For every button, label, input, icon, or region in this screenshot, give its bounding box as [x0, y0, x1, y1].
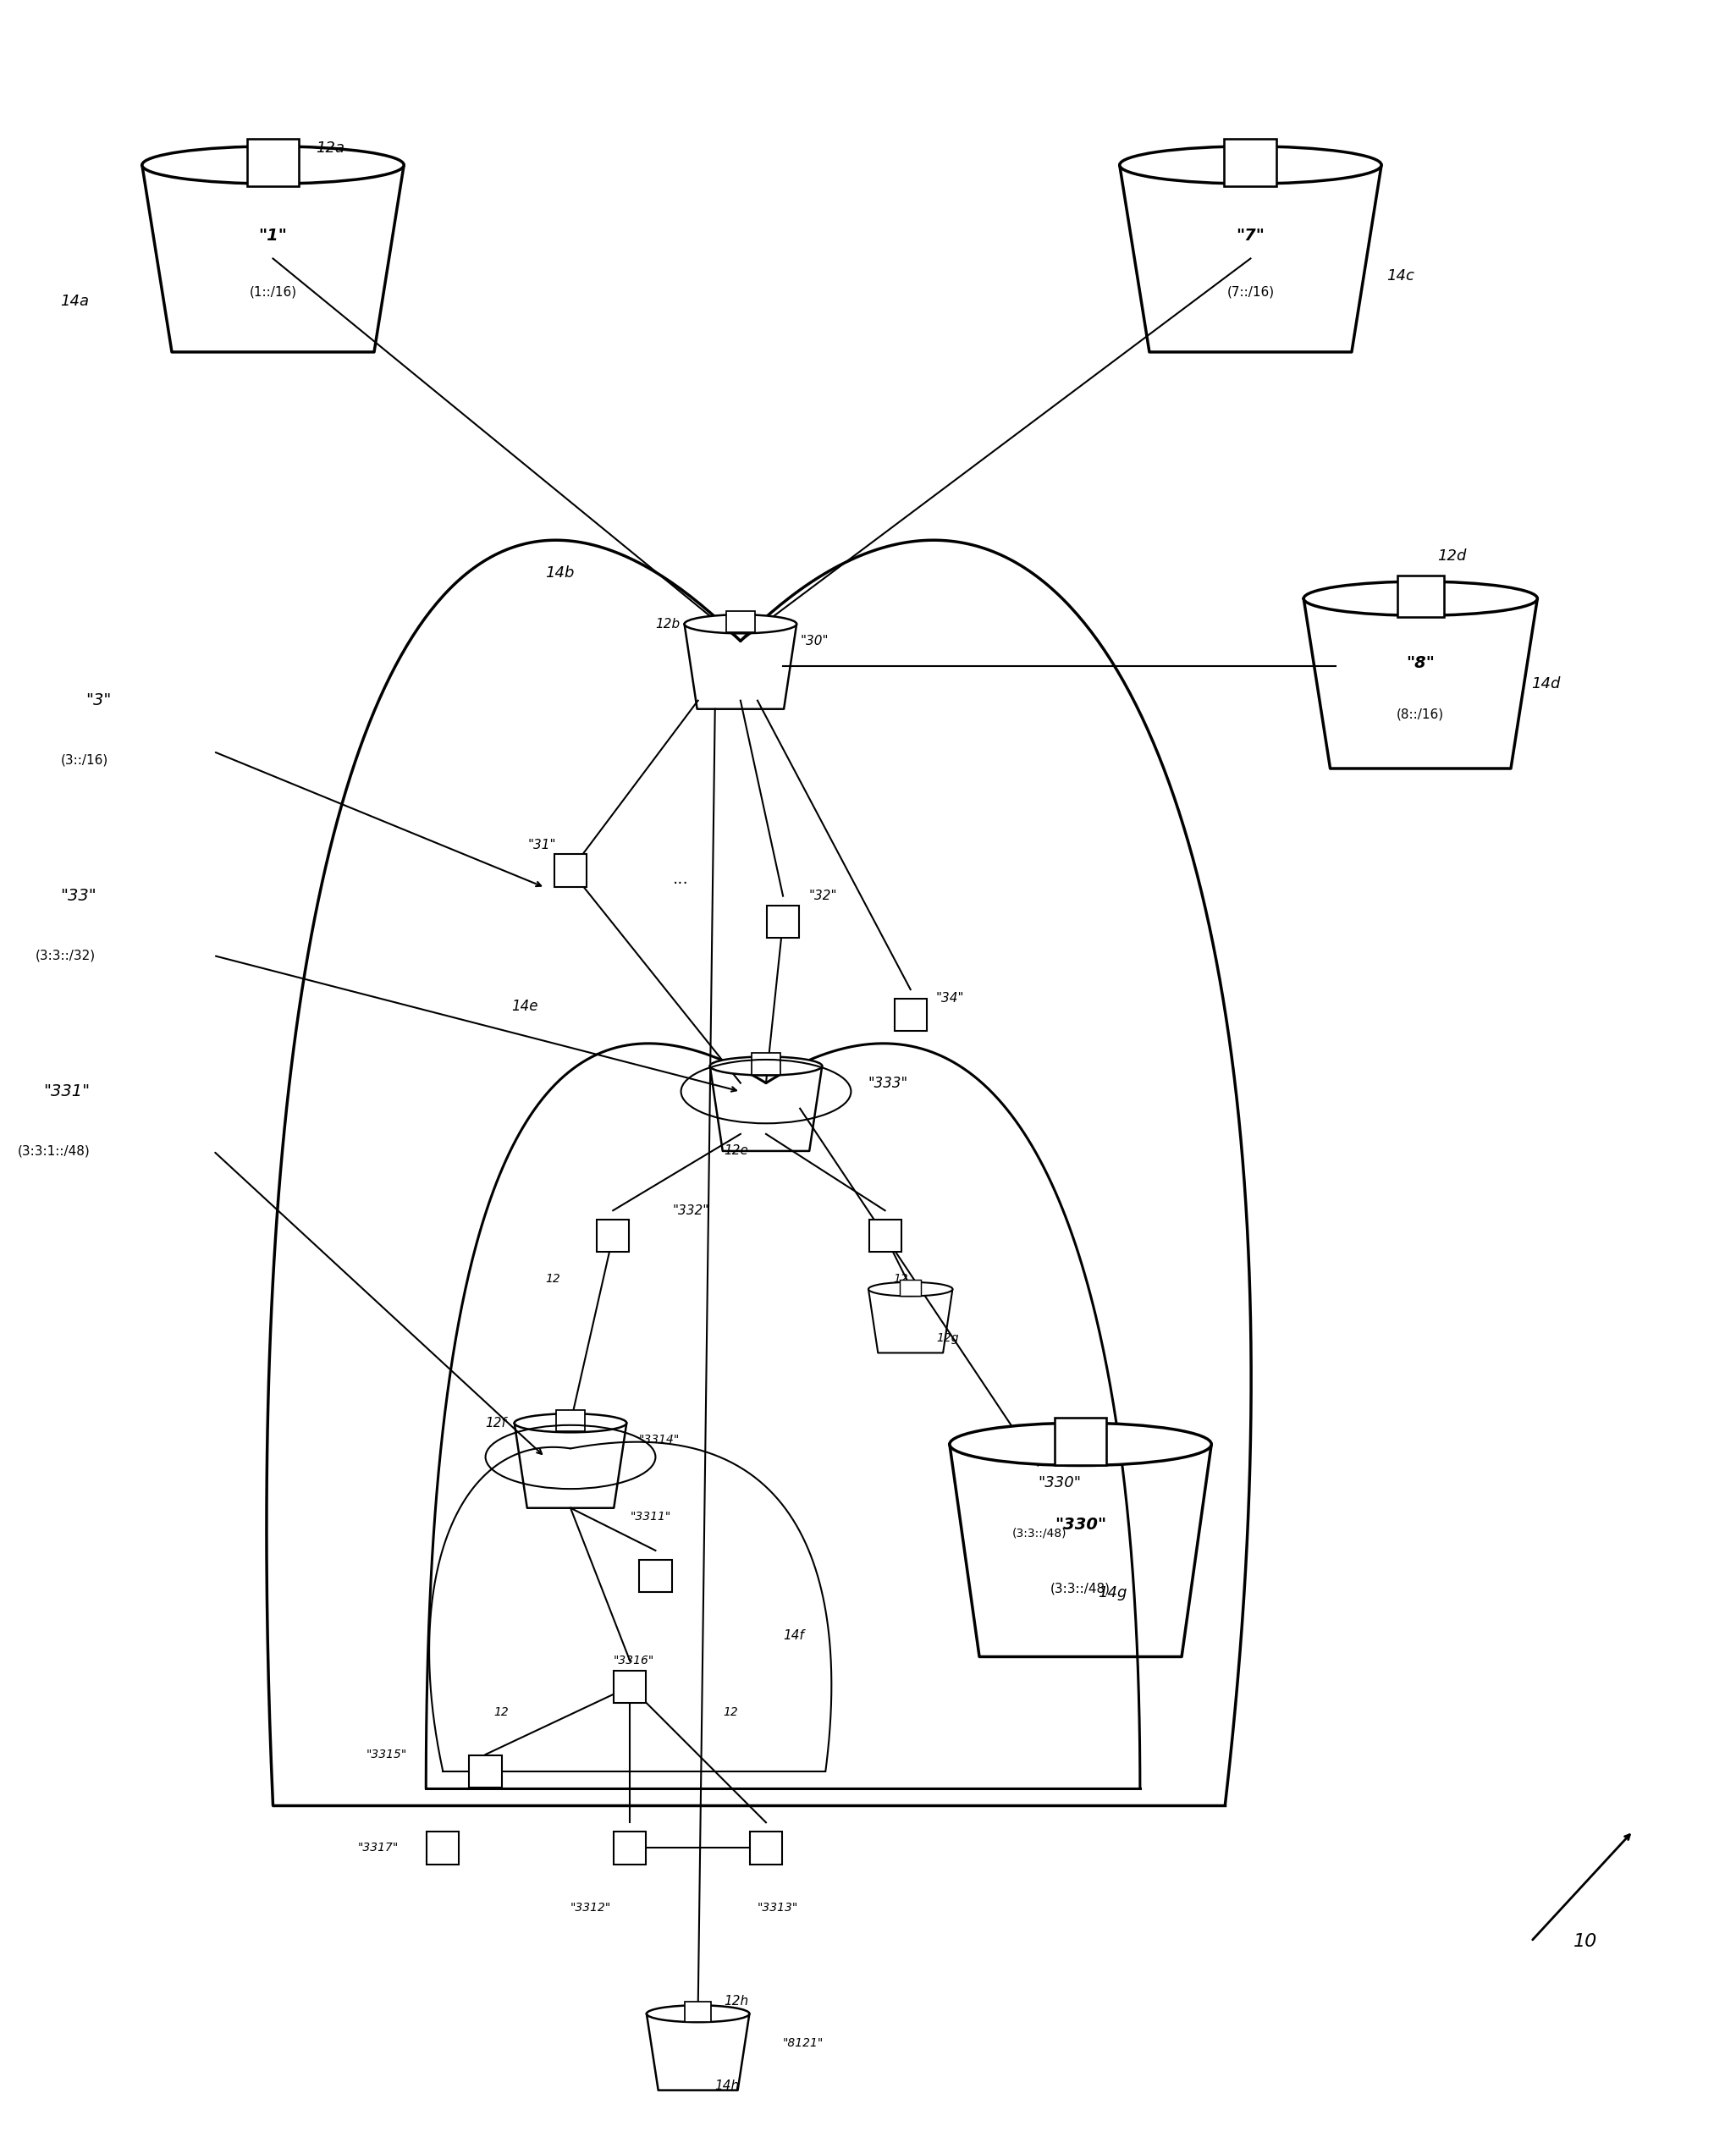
Text: "30": "30": [800, 635, 828, 648]
Bar: [247, 139, 299, 185]
Text: "333": "333": [868, 1075, 908, 1092]
Text: 12h: 12h: [724, 1996, 748, 2008]
Ellipse shape: [950, 1422, 1212, 1465]
Text: "3311": "3311": [630, 1512, 670, 1522]
Text: 12b: 12b: [656, 618, 681, 631]
Bar: [726, 612, 755, 633]
Text: 10: 10: [1573, 1934, 1597, 1951]
Bar: [597, 1220, 628, 1251]
Text: 12e: 12e: [724, 1145, 748, 1158]
Text: "3": "3": [87, 693, 111, 708]
Bar: [554, 855, 587, 887]
Bar: [639, 1561, 672, 1593]
Text: "34": "34": [936, 991, 965, 1004]
Text: "3316": "3316": [613, 1654, 654, 1667]
Text: (3:3::/48): (3:3::/48): [1050, 1582, 1111, 1595]
Text: "33": "33": [61, 887, 97, 904]
Text: (3:3::/48): (3:3::/48): [1012, 1527, 1068, 1539]
Text: "3315": "3315": [366, 1748, 408, 1761]
Text: 12c: 12c: [1234, 141, 1262, 156]
Bar: [1397, 576, 1444, 616]
Text: "3317": "3317": [358, 1842, 399, 1855]
Text: 12f: 12f: [486, 1416, 507, 1428]
Text: 12g: 12g: [936, 1332, 958, 1343]
Bar: [1224, 139, 1276, 185]
Text: "331": "331": [43, 1083, 90, 1100]
Text: (7::/16): (7::/16): [1227, 286, 1274, 298]
Text: 14a: 14a: [61, 294, 89, 309]
Ellipse shape: [710, 1057, 823, 1075]
Text: ...: ...: [672, 872, 689, 887]
Bar: [752, 1053, 779, 1075]
Bar: [469, 1755, 502, 1787]
Text: 12a: 12a: [316, 141, 344, 156]
Text: 14f: 14f: [783, 1629, 804, 1642]
Text: "32": "32": [809, 889, 837, 902]
Ellipse shape: [868, 1281, 953, 1296]
Bar: [894, 1000, 927, 1032]
Text: 14h: 14h: [715, 2079, 740, 2091]
Text: 12: 12: [495, 1706, 509, 1718]
Ellipse shape: [514, 1414, 627, 1433]
Text: (3:3:1::/48): (3:3:1::/48): [17, 1145, 90, 1158]
Bar: [750, 1831, 783, 1863]
Text: "8121": "8121": [783, 2038, 825, 2049]
Bar: [615, 1831, 646, 1863]
Bar: [1054, 1418, 1106, 1465]
Text: "31": "31": [528, 838, 556, 851]
Bar: [427, 1831, 458, 1863]
Ellipse shape: [1304, 582, 1538, 616]
Text: "332": "332": [672, 1205, 708, 1217]
Text: 12d: 12d: [1437, 548, 1467, 563]
Ellipse shape: [684, 614, 797, 633]
Text: 12: 12: [724, 1706, 738, 1718]
Text: "330": "330": [1055, 1518, 1106, 1533]
Ellipse shape: [1120, 147, 1382, 183]
Text: 14g: 14g: [1097, 1586, 1127, 1601]
Bar: [868, 1220, 901, 1251]
Text: 12: 12: [894, 1273, 908, 1283]
Text: "330": "330": [1038, 1475, 1082, 1490]
Text: "3313": "3313": [757, 1902, 799, 1912]
Ellipse shape: [646, 2006, 750, 2021]
Ellipse shape: [142, 147, 404, 183]
Text: 14d: 14d: [1531, 676, 1561, 691]
Text: (1::/16): (1::/16): [250, 286, 297, 298]
Text: 14b: 14b: [545, 565, 575, 580]
Text: (3::/16): (3::/16): [61, 753, 108, 765]
Text: "3312": "3312": [571, 1902, 611, 1912]
Bar: [686, 2002, 712, 2021]
Text: 14c: 14c: [1387, 269, 1415, 284]
Text: "3314": "3314": [639, 1435, 679, 1445]
Bar: [615, 1669, 646, 1703]
Bar: [556, 1409, 585, 1431]
Text: "8": "8": [1406, 655, 1436, 672]
Bar: [767, 906, 799, 938]
Text: (3:3::/32): (3:3::/32): [35, 949, 95, 962]
Text: 12: 12: [545, 1273, 561, 1283]
Bar: [899, 1279, 922, 1296]
Text: 14e: 14e: [510, 1000, 538, 1015]
Text: "7": "7": [1236, 228, 1266, 245]
Text: (8::/16): (8::/16): [1397, 708, 1444, 721]
Text: "1": "1": [259, 228, 288, 245]
